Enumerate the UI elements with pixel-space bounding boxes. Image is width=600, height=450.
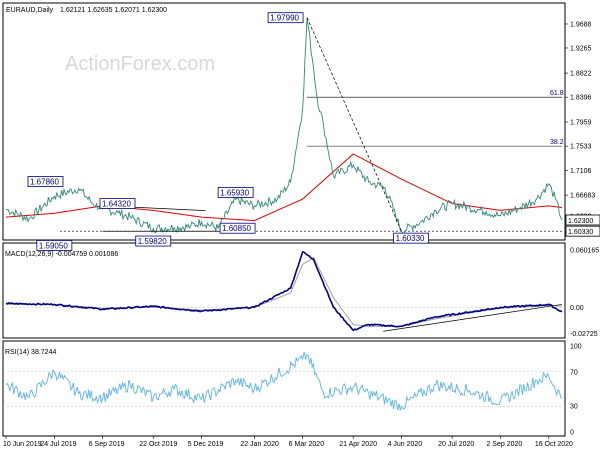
support-price-tag-label: 1.60330: [568, 229, 593, 236]
macd-signal-line: [6, 256, 563, 327]
price-line: [5, 17, 563, 235]
chart-symbol-title: EURAUD,Daily: [6, 7, 54, 14]
price-y-tick-label: 1.7106: [570, 168, 592, 175]
macd-y-tick-label: -0.02725: [570, 331, 598, 338]
price-annotation-label: 1.97990: [270, 14, 299, 23]
price-y-tick-label: 1.9688: [570, 21, 592, 28]
rsi-y-tick-label: 30: [570, 404, 578, 411]
price-series: [5, 17, 563, 235]
x-tick-label: 10 Jun 2019: [3, 441, 42, 448]
x-tick-label: 6 Mar 2020: [289, 441, 325, 448]
price-annotation-box: [217, 187, 254, 198]
dashed-decline-line: [306, 17, 402, 232]
rsi-line: [5, 351, 563, 411]
x-tick-label: 21 Apr 2020: [339, 441, 377, 448]
price-panel: [2, 2, 566, 241]
price-annotation-box: [99, 198, 136, 209]
rsi-panel: [2, 340, 566, 437]
price-y-tick-label: 1.8822: [570, 71, 592, 78]
price-annotation-label: 1.59050: [39, 241, 68, 250]
macd-y-tick-label: 0.060165: [570, 247, 599, 254]
price-annotation-label: 1.60850: [222, 224, 251, 233]
price-annotation-box: [219, 222, 256, 234]
overlay-layer: 1.97990 1.67860 1.64320 1.65930 1.59050 1.598…: [27, 12, 429, 251]
fib-level-label: 38.2: [550, 139, 564, 146]
x-tick-label: 2 Sep 2020: [486, 441, 522, 448]
watermark: ActionForex.com: [65, 53, 215, 75]
x-tick-label: 24 Jul 2019: [40, 441, 76, 448]
rsi-y-tick-label: 70: [570, 369, 578, 376]
price-annotation-label: 1.67860: [30, 177, 59, 186]
macd-series: [3, 250, 565, 332]
macd-title: MACD(12,26,9) -0.004759 0.001086: [5, 251, 118, 258]
price-annotation-label: 1.60330: [396, 234, 425, 243]
x-tick-label: 22 Jan 2020: [240, 441, 279, 448]
price-annotation-label: 1.59820: [138, 237, 167, 246]
price-y-tick-label: 1.66683: [570, 193, 595, 200]
price-y-tick-label: 1.7533: [570, 144, 592, 151]
rsi-y-tick-label: 100: [570, 344, 582, 351]
price-y-tick-label: 1.8396: [570, 95, 592, 102]
grid-layer: 61.8 38.2: [60, 90, 564, 232]
rsi-series: [3, 351, 565, 411]
price-y-tick-label: 1.9265: [570, 45, 592, 52]
price-annotation-box: [393, 232, 429, 244]
macd-line: [5, 250, 563, 332]
x-tick-label: 20 Jul 2020: [438, 441, 474, 448]
price-annotation-label: 1.64320: [102, 200, 131, 209]
x-tick-label: 16 Oct 2020: [535, 441, 573, 448]
price-annotation-box: [267, 12, 304, 24]
rsi-y-tick-label: 0: [570, 430, 574, 437]
support-price-tag-box: [565, 225, 600, 237]
macd-trendline: [383, 304, 563, 332]
current-price-tag-box: [565, 214, 600, 226]
price-annotation-label: 1.65930: [220, 188, 249, 197]
macd-y-tick-label: 0.00: [570, 305, 584, 312]
price-y-tick-label: 1.7959: [570, 119, 592, 126]
rsi-title: RSI(14) 38.7244: [5, 349, 56, 356]
x-tick-label: 6 Sep 2019: [89, 441, 125, 448]
fib-level-label: 61.8: [550, 90, 564, 97]
x-tick-label: 22 Oct 2019: [139, 441, 177, 448]
axis-layer: 1.9688 1.9265 1.8822 1.8396 1.7959 1.7533 1.71…: [3, 21, 600, 448]
price-annotation-box: [27, 176, 64, 187]
price-annotation-box: [36, 240, 73, 251]
price-annotation-box: [135, 235, 172, 247]
x-tick-label: 5 Dec 2019: [188, 441, 224, 448]
current-price-tag-label: 1.62300: [568, 218, 593, 225]
chart-ohlc: 1.62121 1.62635 1.62071 1.62300: [60, 7, 167, 14]
x-tick-label: 4 Jun 2020: [388, 441, 423, 448]
